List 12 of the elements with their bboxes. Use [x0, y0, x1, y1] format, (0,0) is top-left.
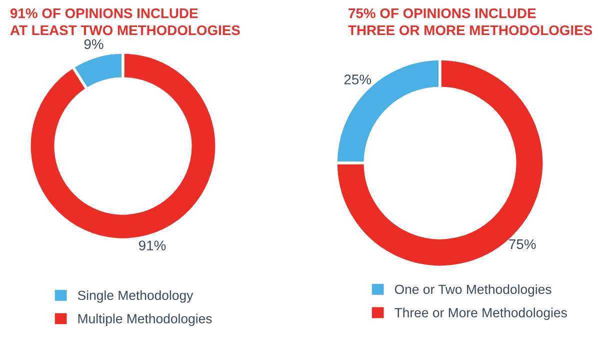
donut-slice [28, 51, 218, 241]
donut-slice [334, 58, 546, 268]
legend-label: Single Methodology [78, 290, 194, 303]
chart-title: 75% OF OPINIONS INCLUDE THREE OR MORE METHODOLOGIES [348, 8, 592, 36]
chart-title: 91% OF OPINIONS INCLUDE AT LEAST TWO METHODOLOGIES [10, 8, 240, 36]
data-label: 91% [139, 240, 166, 250]
legend-label: Three or More Methodologies [394, 308, 567, 320]
legend-label: One or Two Methodologies [394, 284, 552, 297]
data-label: 75% [509, 239, 536, 250]
legend-label: Multiple Methodologies [78, 314, 212, 326]
data-label: 25% [344, 74, 372, 84]
data-label: 9% [84, 39, 104, 50]
